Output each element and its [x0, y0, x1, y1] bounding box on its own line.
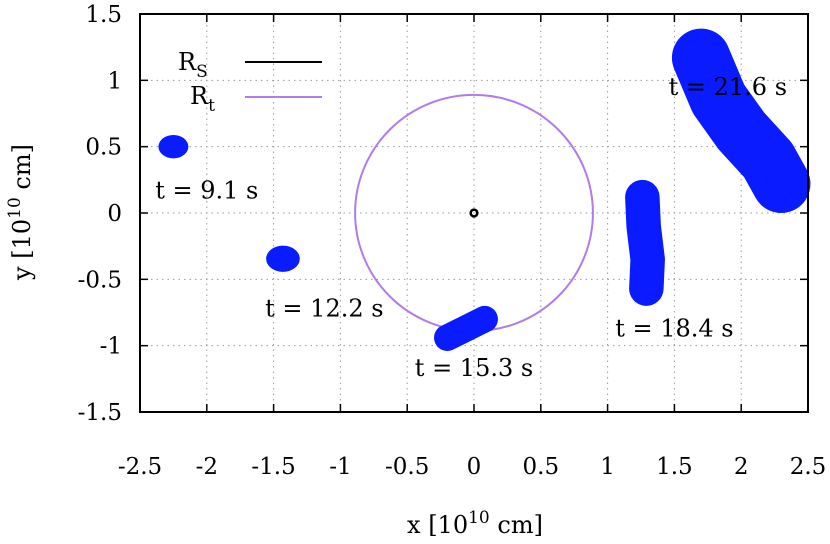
- particle-cloud: [266, 245, 300, 272]
- y-tick-label: 1: [107, 68, 122, 94]
- y-tick-label: -1.5: [78, 400, 122, 426]
- x-tick-label: -1.5: [251, 454, 295, 480]
- legend-label-rt: Rt: [190, 82, 215, 116]
- legend: RS Rt: [178, 48, 322, 116]
- y-tick-label: 0: [107, 201, 122, 227]
- y-tick-label: 1.5: [85, 2, 122, 28]
- x-tick-label: 2: [734, 454, 749, 480]
- x-tick-label: -0.5: [385, 454, 429, 480]
- time-label: t = 18.4 s: [615, 314, 733, 342]
- time-label: t = 15.3 s: [415, 354, 533, 382]
- y-tick-label: -1: [100, 334, 122, 360]
- x-tick-label: 2.5: [790, 454, 827, 480]
- particle-blob: [158, 134, 189, 159]
- x-tick-label: 0: [467, 454, 482, 480]
- x-tick-label: -2: [196, 454, 218, 480]
- particle-cloud: [625, 179, 665, 306]
- particle-blob: [625, 179, 665, 306]
- y-tick-label: 0.5: [85, 135, 122, 161]
- x-tick-label: 1.5: [656, 454, 693, 480]
- particle-cloud: [434, 305, 498, 351]
- legend-label-rs: RS: [178, 48, 208, 82]
- time-label: t = 9.1 s: [155, 176, 258, 204]
- plot-frame: [139, 13, 809, 413]
- time-label: t = 21.6 s: [669, 73, 787, 101]
- y-axis-label: y [1010 cm]: [5, 144, 36, 281]
- x-tick-label: -2.5: [118, 454, 162, 480]
- data-series: t = 9.1 s t = 12.2 s t = 15.3 s t = 18.4 s t…: [155, 28, 811, 382]
- particle-cloud: [671, 28, 811, 213]
- y-tick-label: -0.5: [78, 267, 122, 293]
- particle-cloud: [158, 134, 189, 159]
- x-tick-label: 0.5: [523, 454, 560, 480]
- particle-blob: [266, 245, 300, 272]
- particle-blob: [671, 28, 811, 213]
- x-tick-label: -1: [329, 454, 351, 480]
- particle-blob: [434, 305, 498, 351]
- circle-r-s: [469, 208, 479, 218]
- x-axis-label: x [1010 cm]: [407, 508, 543, 539]
- x-tick-label: 1: [600, 454, 615, 480]
- ticks: -2.5 -2 -1.5 -1 -0.5 0 0.5 1 1.5 2 2.5 -1.5 -1 -0.5 0 0…: [78, 2, 827, 480]
- time-label: t = 12.2 s: [265, 295, 383, 323]
